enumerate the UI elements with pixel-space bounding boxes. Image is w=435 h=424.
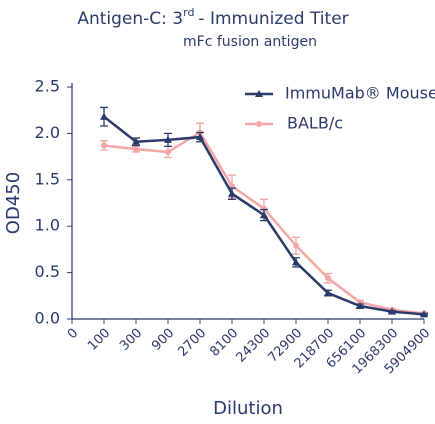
marker xyxy=(132,137,140,145)
x-axis-label: Dilution xyxy=(213,398,283,419)
marker xyxy=(196,133,204,141)
marker xyxy=(356,302,364,310)
legend-label: BALB/c xyxy=(287,114,343,133)
x-tick-label: 0 xyxy=(65,326,81,342)
marker xyxy=(256,121,262,127)
y-tick-label: 2.5 xyxy=(35,77,60,96)
x-tick-label: 24300 xyxy=(233,326,273,366)
marker xyxy=(260,211,268,219)
marker xyxy=(101,142,107,149)
chart-title: Antigen-C: 3rd - Immunized Titer xyxy=(77,6,348,29)
marker xyxy=(388,307,396,315)
y-axis-label: OD450 xyxy=(3,172,24,234)
marker xyxy=(292,258,300,266)
legend-label: ImmuMab® Mouse xyxy=(285,84,435,103)
marker xyxy=(100,112,108,120)
x-tick-label: 900 xyxy=(149,326,177,354)
y-tick-label: 0.5 xyxy=(35,262,60,281)
y-tick-label: 2.0 xyxy=(35,123,60,142)
chart-subtitle: mFc fusion antigen xyxy=(183,34,317,50)
series-line xyxy=(103,130,425,315)
x-tick-label: 100 xyxy=(85,326,113,354)
title-suffix: - Immunized Titer xyxy=(198,9,348,29)
marker xyxy=(325,275,331,282)
title-superscript: rd xyxy=(183,6,194,19)
marker xyxy=(165,148,171,155)
x-tick-label: 2700 xyxy=(175,326,209,360)
marker xyxy=(228,189,236,197)
title-prefix: Antigen-C: 3 xyxy=(77,9,183,29)
marker xyxy=(420,310,428,318)
marker xyxy=(133,146,139,153)
y-tick-label: 1.5 xyxy=(35,169,60,188)
marker xyxy=(255,90,263,97)
marker xyxy=(324,289,332,297)
marker xyxy=(293,242,299,249)
x-tick-label: 300 xyxy=(117,326,145,354)
marker xyxy=(164,135,172,143)
y-tick-label: 1.0 xyxy=(35,216,60,235)
y-tick-label: 0.0 xyxy=(35,309,60,328)
